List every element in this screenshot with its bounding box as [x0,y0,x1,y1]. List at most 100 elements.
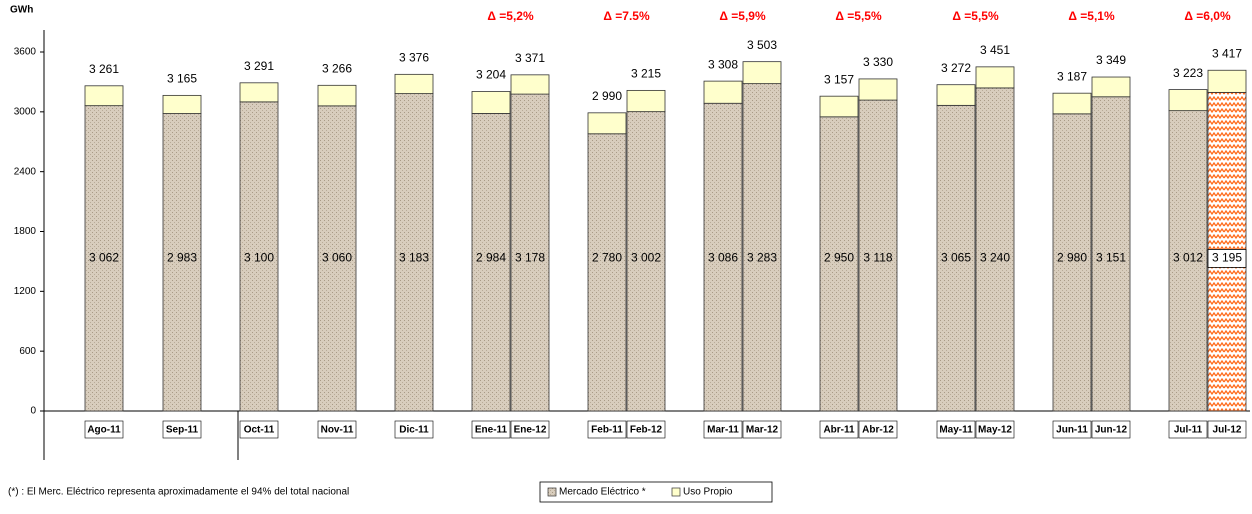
bar-segment [819,95,859,118]
delta-annotation: Δ =5,2% [487,9,534,23]
total-label: 3 417 [1212,46,1242,60]
x-label-box [742,420,782,439]
total-label: 3 451 [980,43,1010,57]
total-label: 3 291 [244,59,274,73]
total-label: 3 371 [515,51,545,65]
value-label: 3 195 [1212,251,1242,265]
x-tick-label: Mar-11 [707,425,739,436]
x-label-box [1052,420,1092,439]
x-label-box [510,420,550,439]
bar-segment [162,94,202,114]
bar-segment [626,89,666,113]
x-tick-label: Feb-11 [591,425,623,436]
bar-segment [162,113,202,412]
value-label: 3 178 [515,251,545,265]
x-label-box [394,420,434,439]
x-label-box [84,420,124,439]
bar-segment [742,61,782,85]
delta-annotation: Δ =5,9% [719,9,766,23]
bar-segment [703,80,743,104]
legend-label: Mercado Eléctrico * [559,487,646,498]
x-tick-label: Jun-12 [1095,425,1128,436]
bar-segment [84,105,124,412]
x-label-box [471,420,511,439]
value-label: 3 240 [980,251,1010,265]
total-label: 3 308 [708,57,738,71]
bar-segment [394,73,434,94]
x-tick-label: Ene-11 [475,425,508,436]
x-label-box [975,420,1015,439]
bar-segment [239,101,279,412]
total-label: 3 330 [863,55,893,69]
value-label: 2 980 [1057,251,1087,265]
total-label: 3 165 [167,72,197,86]
value-label: 3 065 [941,251,971,265]
value-label: 3 100 [244,251,274,265]
value-label: 3 086 [708,251,738,265]
bar-segment [703,102,743,412]
total-label: 3 376 [399,51,429,65]
x-label-box [858,420,898,439]
x-tick-label: Abr-11 [823,425,855,436]
x-tick-label: Jun-11 [1056,425,1088,436]
x-label-box [239,420,279,439]
bar-segment [510,74,550,95]
bar-segment [858,99,898,412]
delta-annotation: Δ =5,5% [952,9,999,23]
total-label: 2 990 [592,89,622,103]
x-tick-label: Abr-12 [862,425,894,436]
delta-annotation: Δ =5,5% [835,9,882,23]
value-label: 3 283 [747,251,777,265]
x-label-box [626,420,666,439]
x-tick-label: May-11 [939,425,973,436]
bar-segment [317,84,357,107]
value-label: 2 780 [592,251,622,265]
value-label: 3 118 [863,251,892,265]
bar-segment [394,93,434,412]
x-label-box [587,420,627,439]
bar-segment [471,113,511,412]
value-label: 2 984 [476,251,506,265]
bar-segment [1091,76,1131,98]
bar-segment [239,82,279,103]
bar-segment [936,104,976,412]
legend-swatch [671,487,681,497]
bar-segment [587,112,627,135]
delta-annotation: Δ =6,0% [1184,9,1231,23]
total-label: 3 215 [631,67,661,81]
total-label: 3 157 [824,72,854,86]
total-label: 3 204 [476,68,506,82]
bar-segment [1207,69,1247,93]
bar-segment [742,83,782,412]
value-label: 3 060 [322,251,352,265]
bar-segment [1168,89,1208,112]
bar-segment [471,91,511,114]
bar-segment [858,78,898,101]
total-label: 3 223 [1173,66,1203,80]
y-tick-label: 3600 [14,47,37,58]
bar-segment [975,66,1015,89]
y-axis-label: GWh [10,5,33,16]
value-label: 3 002 [631,251,661,265]
x-tick-label: Dic-11 [399,425,429,436]
x-tick-label: Feb-12 [630,425,663,436]
x-label-box [1168,420,1208,439]
value-label: 3 012 [1173,251,1203,265]
x-label-box [703,420,743,439]
delta-annotation: Δ =7.5% [603,9,650,23]
x-tick-label: Mar-12 [746,425,779,436]
total-label: 3 266 [322,61,352,75]
x-tick-label: Ene-12 [514,425,547,436]
bar-segment [1052,92,1092,115]
y-tick-label: 1200 [14,286,37,297]
value-label: 2 983 [167,251,197,265]
x-label-box [936,420,976,439]
x-label-box [819,420,859,439]
value-label: 3 183 [399,251,429,265]
x-tick-label: May-12 [978,425,1012,436]
total-label: 3 187 [1057,69,1087,83]
y-tick-label: 3000 [14,106,37,117]
legend-swatch [547,487,557,497]
bar-segment [975,87,1015,412]
